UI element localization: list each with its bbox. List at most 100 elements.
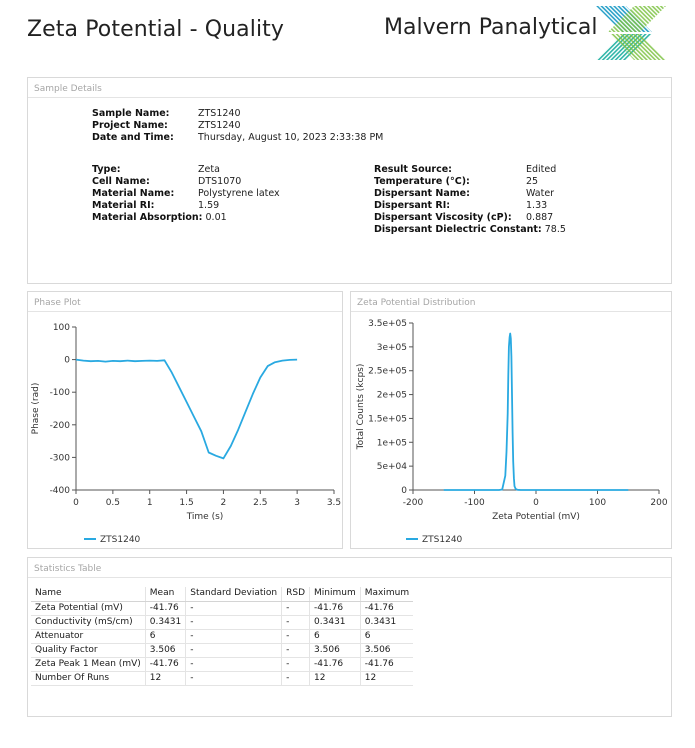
- table-cell: -: [281, 629, 311, 644]
- x-tick-label: 2: [221, 498, 227, 508]
- y-tick-label: 1e+05: [377, 438, 407, 448]
- table-cell: 12: [360, 671, 414, 686]
- y-tick-label: -200: [50, 421, 71, 431]
- dispersant-name-value: Water: [526, 188, 555, 199]
- sample-name-value: ZTS1240: [198, 108, 241, 119]
- legend-label: ZTS1240: [100, 535, 141, 545]
- x-tick-label: 0: [73, 498, 79, 508]
- table-cell: 12: [309, 671, 361, 686]
- x-tick-label: 1: [147, 498, 153, 508]
- material-ri-value: 1.59: [198, 200, 220, 211]
- date-time-value: Thursday, August 10, 2023 2:33:38 PM: [198, 132, 384, 143]
- legend-label: ZTS1240: [422, 535, 463, 545]
- sample-name-label: Sample Name:: [92, 108, 170, 119]
- table-cell: -: [281, 643, 311, 658]
- type-value: Zeta: [198, 164, 220, 175]
- phase-plot-header: Phase Plot: [28, 292, 342, 312]
- dispersant-values: Edited 25 Water 1.33 0.887: [526, 164, 556, 224]
- page-title: Zeta Potential - Quality: [27, 17, 285, 42]
- y-tick-label: 100: [53, 323, 70, 333]
- table-cell: -41.76: [145, 601, 187, 616]
- dispersant-dielectric-value: 78.5: [544, 224, 566, 235]
- table-row: Zeta Peak 1 Mean (mV) -41.76- - -41.76 -41.7…: [31, 657, 414, 672]
- statistics-table-header: Statistics Table: [28, 558, 671, 578]
- table-row: Zeta Potential (mV) -41.76- - -41.76 -41.76: [31, 601, 414, 616]
- phase-plot-panel: Phase Plot 100 0 -100 -200 -300 -400 0 0.5 1 1.5 2…: [27, 291, 343, 549]
- malvern-panalytical-logo-icon: [596, 6, 666, 60]
- dispersant-ri-label: Dispersant RI:: [374, 200, 451, 211]
- type-label: Type:: [92, 164, 121, 175]
- table-cell: 12: [145, 671, 187, 686]
- y-tick-label: 3e+05: [377, 343, 407, 353]
- material-name-label: Material Name:: [92, 188, 175, 199]
- sample-info-labels: Sample Name: Project Name: Date and Time…: [92, 108, 174, 144]
- table-cell: -: [185, 601, 283, 616]
- temperature-label: Temperature (°C):: [374, 176, 470, 187]
- material-ri-label: Material RI:: [92, 200, 155, 211]
- table-cell: -: [185, 615, 283, 630]
- y-tick-label: 3.5e+05: [368, 319, 407, 329]
- table-row: Attenuator 6- -6 6: [31, 629, 414, 644]
- temperature-value: 25: [526, 176, 539, 187]
- table-cell: Attenuator: [31, 629, 146, 644]
- table-cell: 3.506: [145, 643, 187, 658]
- table-cell: Conductivity (mS/cm): [31, 615, 146, 630]
- result-source-value: Edited: [526, 164, 557, 175]
- table-cell: -: [281, 601, 311, 616]
- x-tick-label: 0: [533, 498, 539, 508]
- x-tick-label: 3: [294, 498, 300, 508]
- sample-details-header: Sample Details: [28, 78, 671, 98]
- column-header: Maximum: [360, 587, 414, 602]
- x-tick-label: 200: [650, 498, 667, 508]
- sample-details-panel: Sample Details Sample Name: Project Name…: [27, 77, 672, 284]
- dispersant-ri-value: 1.33: [526, 200, 548, 211]
- y-tick-label: 2e+05: [377, 391, 407, 401]
- x-tick-label: 100: [589, 498, 606, 508]
- project-name-label: Project Name:: [92, 120, 168, 131]
- statistics-table: Name Mean Standard Deviation RSD Minimum Maxi…: [31, 587, 414, 686]
- table-cell: 0.3431: [145, 615, 187, 630]
- material-absorption-row: Material Absorption: 0.01: [92, 212, 227, 224]
- table-cell: -: [281, 671, 311, 686]
- column-header: RSD: [281, 587, 311, 602]
- table-cell: Zeta Potential (mV): [31, 601, 146, 616]
- y-axis-label: Phase (rad): [31, 383, 41, 435]
- table-cell: -: [185, 671, 283, 686]
- y-tick-label: 0: [401, 486, 407, 496]
- table-cell: 6: [309, 629, 361, 644]
- dispersant-labels: Result Source: Temperature (°C): Dispers…: [374, 164, 512, 224]
- material-absorption-value: 0.01: [205, 212, 227, 223]
- column-header: Minimum: [309, 587, 361, 602]
- y-tick-label: 1.5e+05: [368, 414, 407, 424]
- material-absorption-label: Material Absorption:: [92, 212, 203, 223]
- table-cell: -41.76: [309, 657, 361, 672]
- cell-name-value: DTS1070: [198, 176, 242, 187]
- table-cell: -: [185, 643, 283, 658]
- sample-info-values: ZTS1240 ZTS1240 Thursday, August 10, 202…: [198, 108, 383, 144]
- table-cell: 0.3431: [309, 615, 361, 630]
- statistics-table-panel: Statistics Table Name Mean Standard Deviat…: [27, 557, 672, 717]
- y-tick-label: -400: [50, 486, 71, 496]
- x-axis-label: Zeta Potential (mV): [492, 512, 580, 522]
- table-row: Number Of Runs 12- -12 12: [31, 671, 414, 686]
- x-tick-label: 0.5: [106, 498, 120, 508]
- date-time-label: Date and Time:: [92, 132, 174, 143]
- column-header: Standard Deviation: [185, 587, 283, 602]
- dispersant-dielectric-label: Dispersant Dielectric Constant:: [374, 224, 542, 235]
- zeta-distribution-panel: Zeta Potential Distribution 3.5e+05 3e+05…: [350, 291, 672, 549]
- material-name-value: Polystyrene latex: [198, 188, 280, 199]
- zeta-distribution-header: Zeta Potential Distribution: [351, 292, 671, 312]
- result-source-label: Result Source:: [374, 164, 452, 175]
- series-line: [443, 332, 629, 491]
- table-cell: 3.506: [309, 643, 361, 658]
- x-axis-label: Time (s): [186, 512, 224, 522]
- table-cell: 6: [145, 629, 187, 644]
- material-labels: Type: Cell Name: Material Name: Material…: [92, 164, 174, 212]
- y-tick-label: 5e+04: [377, 462, 408, 472]
- dispersant-dielectric-row: Dispersant Dielectric Constant: 78.5: [374, 224, 566, 236]
- table-cell: Quality Factor: [31, 643, 146, 658]
- x-tick-label: 3.5: [327, 498, 341, 508]
- series-line: [75, 358, 298, 460]
- table-cell: 0.3431: [360, 615, 414, 630]
